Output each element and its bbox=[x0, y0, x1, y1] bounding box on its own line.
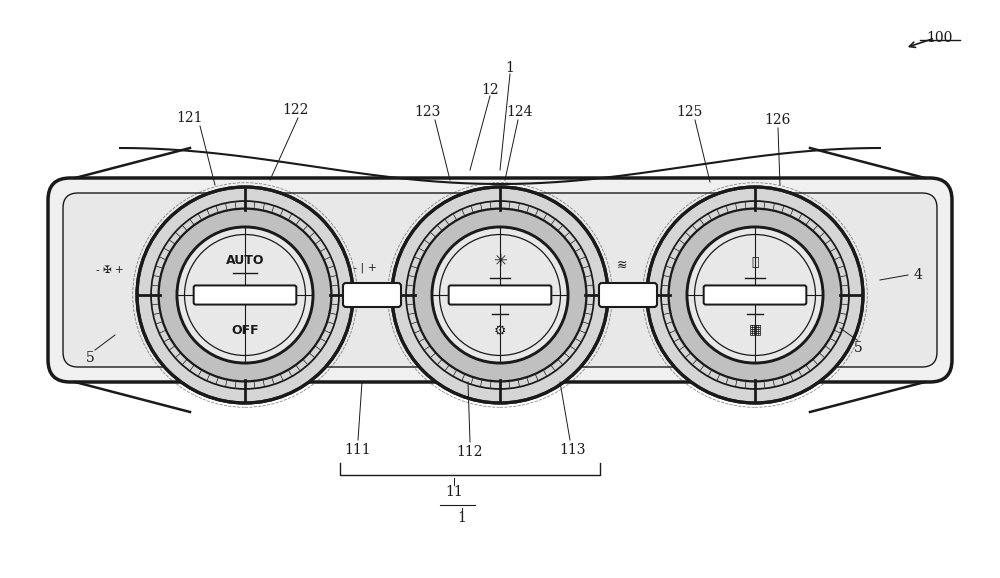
Text: 125: 125 bbox=[677, 105, 703, 119]
Text: 113: 113 bbox=[560, 443, 586, 457]
FancyBboxPatch shape bbox=[63, 193, 937, 367]
Text: 121: 121 bbox=[177, 111, 203, 125]
Circle shape bbox=[177, 227, 313, 363]
Text: 4: 4 bbox=[914, 268, 922, 282]
Circle shape bbox=[669, 209, 841, 381]
FancyBboxPatch shape bbox=[599, 283, 657, 307]
Text: ⚙: ⚙ bbox=[494, 323, 506, 338]
Circle shape bbox=[687, 227, 823, 363]
Text: 1: 1 bbox=[506, 61, 514, 75]
Text: 11: 11 bbox=[445, 485, 463, 499]
Text: ▦: ▦ bbox=[748, 322, 762, 336]
Circle shape bbox=[432, 227, 568, 363]
FancyBboxPatch shape bbox=[194, 286, 296, 305]
Circle shape bbox=[392, 187, 608, 403]
FancyBboxPatch shape bbox=[343, 283, 401, 307]
FancyBboxPatch shape bbox=[48, 178, 952, 382]
Circle shape bbox=[414, 209, 586, 381]
Text: 1: 1 bbox=[458, 511, 466, 525]
Text: ✳: ✳ bbox=[493, 252, 507, 270]
Text: ≋: ≋ bbox=[617, 258, 627, 272]
Text: 124: 124 bbox=[507, 105, 533, 119]
Text: OFF: OFF bbox=[231, 324, 259, 337]
Text: 123: 123 bbox=[415, 105, 441, 119]
Text: AUTO: AUTO bbox=[226, 254, 264, 268]
Text: 5: 5 bbox=[854, 341, 862, 355]
Circle shape bbox=[159, 209, 331, 381]
Text: 5: 5 bbox=[86, 351, 94, 365]
FancyBboxPatch shape bbox=[449, 286, 551, 305]
FancyBboxPatch shape bbox=[704, 286, 806, 305]
Circle shape bbox=[647, 187, 863, 403]
Text: - | +: - | + bbox=[353, 263, 377, 273]
Text: 122: 122 bbox=[282, 103, 308, 117]
Text: 112: 112 bbox=[457, 445, 483, 459]
Text: 126: 126 bbox=[765, 113, 791, 127]
Text: 111: 111 bbox=[345, 443, 371, 457]
Text: 100: 100 bbox=[927, 31, 953, 45]
Text: 🚗: 🚗 bbox=[751, 256, 759, 269]
Text: - ✠ +: - ✠ + bbox=[96, 265, 124, 275]
Text: 12: 12 bbox=[481, 83, 499, 97]
Circle shape bbox=[137, 187, 353, 403]
